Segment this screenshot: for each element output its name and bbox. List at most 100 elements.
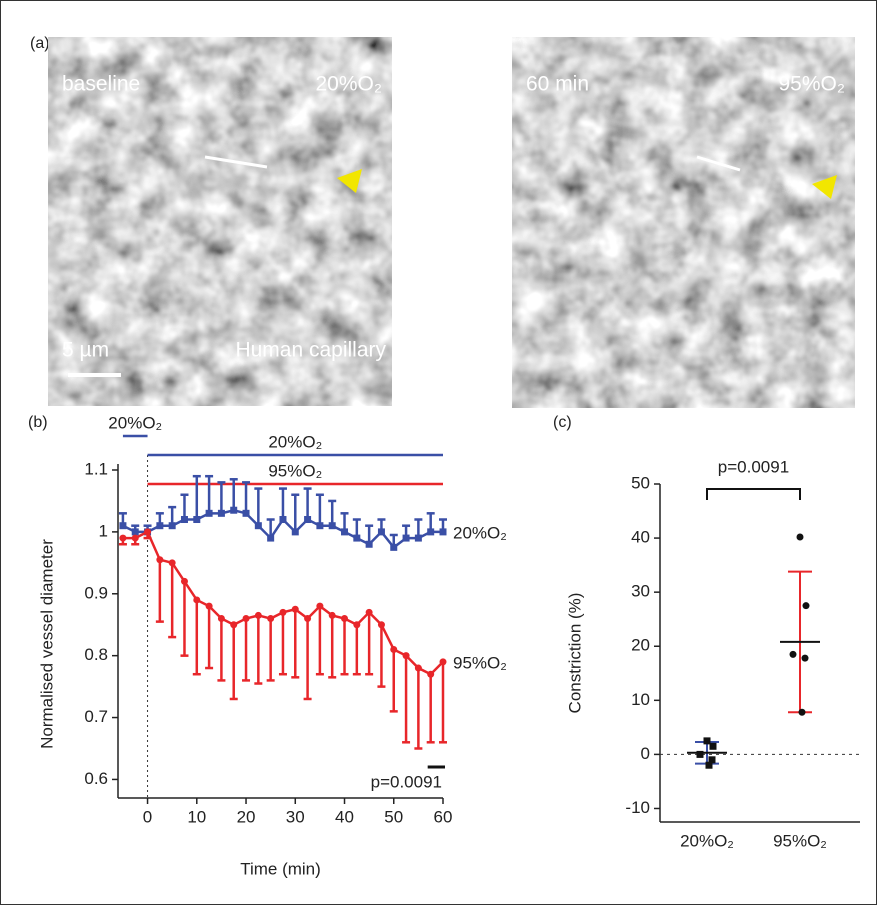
diameter-line xyxy=(696,155,741,172)
y-tick-label: 10 xyxy=(631,690,650,709)
point xyxy=(801,654,809,662)
x-tick-label: 10 xyxy=(187,807,206,826)
marker xyxy=(279,608,287,616)
gas: 95%O₂ xyxy=(778,73,845,96)
panel-label: (a) xyxy=(30,35,50,52)
marker xyxy=(267,615,275,623)
panel-label: (c) xyxy=(553,414,572,431)
x-axis-title: Time (min) xyxy=(240,859,321,878)
arrowhead xyxy=(812,175,837,199)
marker xyxy=(414,664,422,672)
marker xyxy=(131,534,139,542)
marker xyxy=(439,528,447,536)
x-tick-label: 30 xyxy=(286,807,305,826)
condition: 60 min xyxy=(526,73,589,96)
micrograph xyxy=(48,37,392,406)
y-tick-label: 0 xyxy=(641,744,650,763)
y-axis-title: Constriction (%) xyxy=(565,593,584,714)
marker xyxy=(205,509,213,517)
marker xyxy=(377,621,385,629)
condition: baseline xyxy=(62,73,140,96)
marker xyxy=(205,602,213,610)
y-tick-label: 20 xyxy=(631,636,650,655)
marker xyxy=(230,506,238,514)
marker xyxy=(414,534,422,542)
x-tick-label: 40 xyxy=(335,807,354,826)
caption: Human capillary xyxy=(235,339,386,362)
arrowhead xyxy=(337,169,362,193)
marker xyxy=(156,522,164,530)
marker xyxy=(328,611,336,619)
marker xyxy=(365,608,373,616)
marker xyxy=(353,621,361,629)
point xyxy=(798,708,806,716)
marker xyxy=(156,556,164,564)
y-tick-label: 1 xyxy=(99,521,108,540)
marker xyxy=(180,516,188,524)
point xyxy=(705,761,713,769)
marker xyxy=(267,534,275,542)
marker xyxy=(341,615,349,623)
marker xyxy=(119,522,127,530)
marker xyxy=(217,615,225,623)
x-tick-label: 50 xyxy=(384,807,403,826)
marker xyxy=(168,559,176,567)
y-tick-label: 50 xyxy=(631,473,650,492)
marker xyxy=(365,540,373,548)
marker xyxy=(377,528,385,536)
marker xyxy=(427,528,435,536)
period-label: 20%O₂ xyxy=(268,432,322,451)
point xyxy=(696,750,704,758)
y-tick-label: 0.8 xyxy=(84,645,108,664)
marker xyxy=(304,615,312,623)
y-tick-label: 30 xyxy=(631,582,650,601)
marker xyxy=(180,577,188,585)
marker xyxy=(316,602,324,610)
period-label: 20%O₂ xyxy=(108,413,162,432)
x-tick-label: 20%O₂ xyxy=(680,831,734,850)
marker xyxy=(402,534,410,542)
point xyxy=(703,737,711,745)
point xyxy=(708,756,716,764)
marker xyxy=(242,615,250,623)
series-label: 95%O₂ xyxy=(453,653,507,672)
marker xyxy=(390,645,398,653)
y-tick-label: 0.9 xyxy=(84,583,108,602)
point xyxy=(802,602,810,610)
y-tick-label: 40 xyxy=(631,528,650,547)
marker xyxy=(341,528,349,536)
marker xyxy=(279,516,287,524)
marker xyxy=(390,543,398,551)
point xyxy=(709,742,717,750)
marker xyxy=(254,522,262,530)
point xyxy=(789,650,797,658)
marker xyxy=(402,652,410,660)
marker xyxy=(242,509,250,517)
marker xyxy=(254,611,262,619)
marker xyxy=(353,534,361,542)
marker xyxy=(291,605,299,613)
y-tick-label: 0.7 xyxy=(84,707,108,726)
y-axis-title: Normalised vessel diameter xyxy=(37,539,56,749)
panel-label: (b) xyxy=(28,414,48,431)
marker xyxy=(168,522,176,530)
marker xyxy=(316,522,324,530)
marker xyxy=(328,522,336,530)
y-tick-label: 0.6 xyxy=(84,769,108,788)
gas: 20%O₂ xyxy=(315,73,382,96)
x-tick-label: 0 xyxy=(143,807,152,826)
marker xyxy=(439,658,447,666)
marker xyxy=(193,516,201,524)
bracket xyxy=(706,488,801,500)
marker xyxy=(193,596,201,604)
marker xyxy=(304,516,312,524)
marker xyxy=(230,621,238,629)
micrograph xyxy=(512,37,855,408)
diameter-line xyxy=(204,155,268,169)
x-tick-label: 20 xyxy=(237,807,256,826)
annotation: p=0.0091 xyxy=(718,457,789,476)
marker xyxy=(217,509,225,517)
y-tick-label: -10 xyxy=(625,798,650,817)
